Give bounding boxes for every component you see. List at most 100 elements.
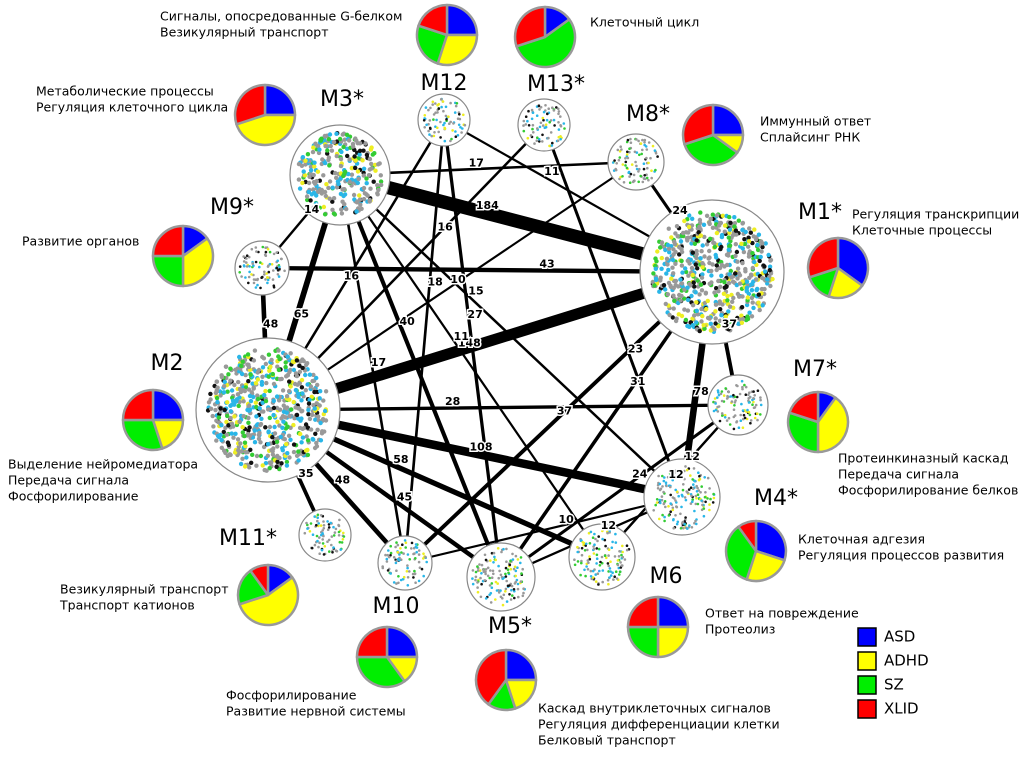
gene-dot [308,164,314,169]
gene-dot [454,130,457,133]
gene-dot [732,415,736,419]
gene-dot [708,236,713,241]
gene-dot [526,136,530,140]
legend-swatch [857,651,877,671]
gene-dot [247,403,252,408]
gene-dot [322,527,326,530]
gene-dot [681,495,684,498]
gene-dot [240,359,245,364]
gene-dot [274,394,280,399]
gene-dot [222,407,227,413]
gene-dot [736,321,741,326]
gene-dot [364,181,369,186]
gene-dot [350,144,356,149]
module-node [377,535,433,591]
gene-dot [321,538,325,541]
gene-dot [678,298,683,303]
gene-dot [248,447,253,452]
gene-dot [674,224,680,229]
gene-dot [695,522,698,526]
gene-dot [499,573,503,577]
gene-dot [312,406,317,411]
gene-dot [745,417,749,421]
gene-dot [252,281,256,285]
gene-dot [614,168,618,172]
gene-dot [217,389,223,394]
gene-dot [539,121,543,125]
gene-dot [616,563,620,567]
pie-slice [355,655,406,689]
gene-dot [264,278,267,281]
gene-dot [291,422,296,428]
gene-dot [328,143,333,149]
gene-dot [504,587,508,591]
gene-dot [635,138,638,141]
gene-dot [459,126,462,129]
gene-dot [721,291,727,296]
gene-dot [541,140,544,143]
gene-dot [355,141,360,146]
gene-dot [235,392,241,397]
gene-dot [594,580,598,583]
gene-dot [737,281,743,286]
gene-dot [513,565,517,569]
gene-dot [531,123,535,127]
gene-dot [238,461,244,467]
gene-dot [598,569,601,573]
gene-dot [607,554,610,557]
gene-dot [517,595,520,599]
gene-dot [329,148,335,153]
gene-dot [444,114,448,118]
gene-dot [618,156,622,159]
gene-dot [770,276,775,282]
gene-dot [284,459,290,465]
gene-dot [460,131,463,134]
gene-dot [337,530,341,534]
pie-slice [151,224,185,258]
gene-dot [741,385,744,389]
gene-dot [496,547,500,550]
gene-dot [327,179,333,184]
gene-dot [264,380,269,386]
gene-dot [405,570,409,573]
gene-dot [751,234,756,239]
gene-dot [580,546,584,550]
gene-dot [300,408,305,414]
gene-dot [745,295,750,300]
gene-dot [492,572,495,576]
gene-dot [573,558,576,561]
gene-dot [703,495,707,499]
gene-dot [544,123,548,126]
gene-dot [378,179,384,184]
gene-dot [490,576,494,579]
gene-dot [658,278,663,283]
gene-dot [683,477,686,481]
gene-dot [679,258,684,264]
gene-dot [401,543,404,546]
pie-slice [656,625,690,659]
gene-dot [219,374,225,380]
gene-dot [723,413,727,417]
gene-dot [749,288,755,293]
gene-dot [322,212,328,217]
gene-dot [317,396,322,401]
gene-dot [251,358,257,363]
gene-dot [486,574,490,578]
gene-dot [673,318,679,324]
gene-dot [259,416,264,421]
gene-dot [714,213,720,218]
gene-dot [643,138,647,142]
gene-dot [637,170,640,173]
gene-dot [489,569,492,572]
gene-dot [596,539,599,543]
gene-dot [264,250,268,254]
gene-dot [509,598,513,601]
gene-dot [754,403,758,407]
gene-dot [547,136,550,140]
legend-swatch [857,627,877,647]
gene-dot [265,453,270,458]
gene-dot [709,268,714,274]
gene-dot [579,573,582,577]
gene-dot [316,513,320,517]
gene-dot [751,403,754,407]
